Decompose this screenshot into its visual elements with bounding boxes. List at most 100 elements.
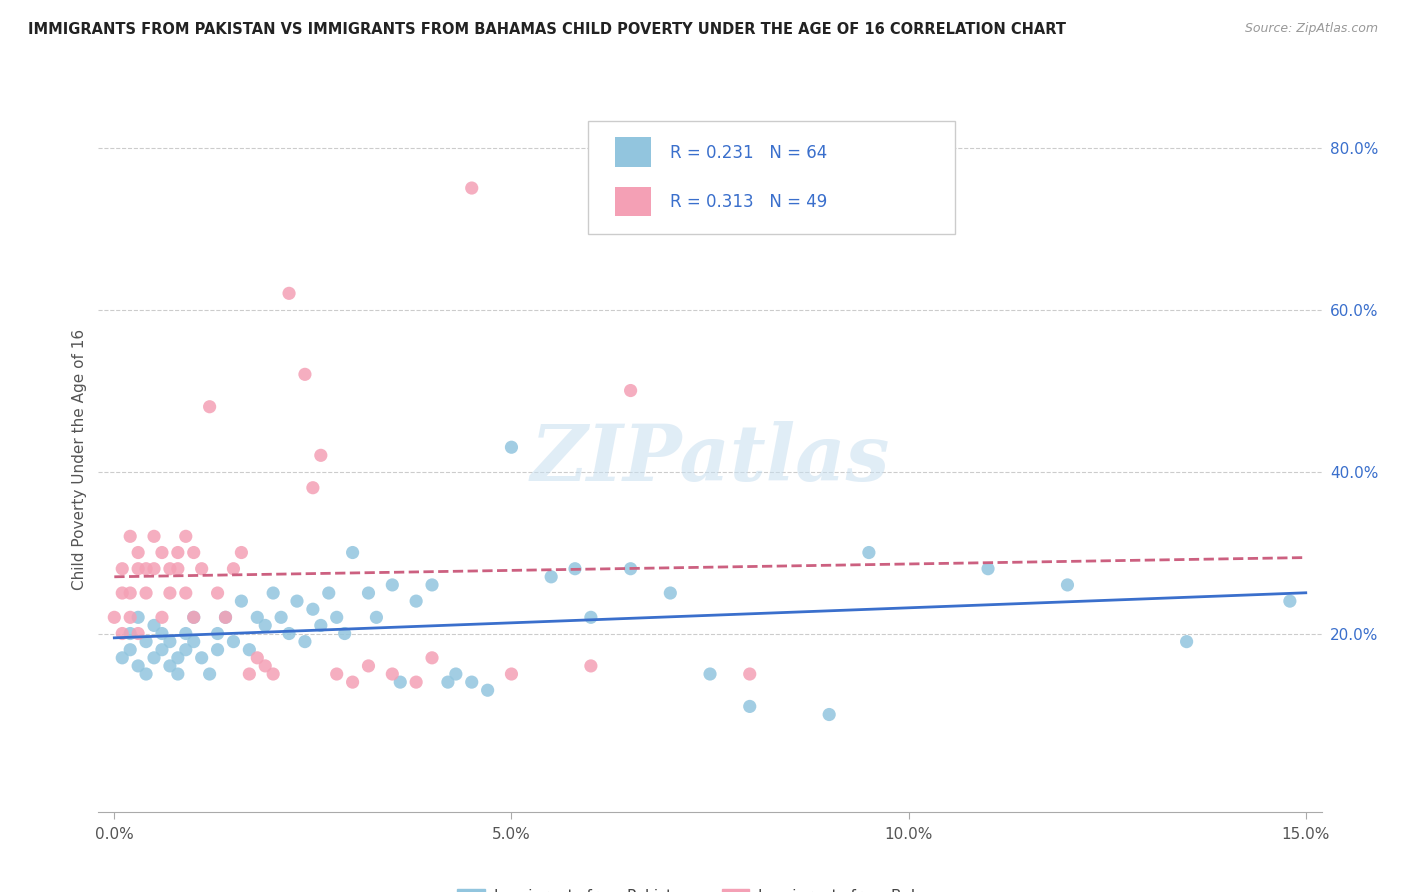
Point [659,586,682,600]
Point [738,699,761,714]
Point [150,545,173,559]
Point [461,181,484,195]
Point [246,610,269,624]
Point [166,650,188,665]
Point [501,667,523,681]
Point [579,610,602,624]
Point [238,642,260,657]
Point [238,667,260,681]
Point [143,650,166,665]
Point [231,545,253,559]
Point [143,562,166,576]
Point [120,529,142,543]
Point [420,578,443,592]
Point [159,634,181,648]
Point [166,562,188,576]
Point [420,650,443,665]
Point [254,659,277,673]
Point [150,610,173,624]
Point [135,562,157,576]
Point [190,650,212,665]
Point [302,481,325,495]
Point [174,586,197,600]
Point [366,610,388,624]
Point [270,610,292,624]
Point [302,602,325,616]
Point [977,562,1000,576]
Text: Source: ZipAtlas.com: Source: ZipAtlas.com [1244,22,1378,36]
FancyBboxPatch shape [614,186,651,216]
Point [262,667,284,681]
Point [127,562,149,576]
FancyBboxPatch shape [614,137,651,167]
Point [120,642,142,657]
Point [579,659,602,673]
Point [342,675,364,690]
Point [207,626,229,640]
Point [143,618,166,632]
Point [174,626,197,640]
Point [858,545,880,559]
Text: ZIPatlas: ZIPatlas [530,421,890,498]
Point [143,529,166,543]
Point [159,586,181,600]
Point [127,626,149,640]
Point [381,578,404,592]
Point [357,586,380,600]
Point [150,626,173,640]
Point [183,634,205,648]
Point [198,400,221,414]
Point [262,586,284,600]
Point [309,448,332,462]
Point [231,594,253,608]
Point [166,667,188,681]
Point [405,675,427,690]
Point [127,610,149,624]
Point [309,618,332,632]
Point [381,667,404,681]
Point [120,586,142,600]
Point [135,586,157,600]
Point [111,626,134,640]
Point [222,634,245,648]
Point [1278,594,1301,608]
Point [477,683,499,698]
Y-axis label: Child Poverty Under the Age of 16: Child Poverty Under the Age of 16 [72,329,87,590]
Point [207,586,229,600]
Point [357,659,380,673]
Point [183,610,205,624]
Point [127,545,149,559]
Point [1175,634,1198,648]
Point [174,642,197,657]
Point [437,675,460,690]
Point [159,562,181,576]
Point [103,610,125,624]
Point [738,667,761,681]
Point [318,586,340,600]
Point [135,667,157,681]
Point [127,659,149,673]
Point [183,610,205,624]
Point [294,634,316,648]
Point [389,675,412,690]
Point [278,286,301,301]
Point [444,667,467,681]
Legend: Immigrants from Pakistan, Immigrants from Bahamas: Immigrants from Pakistan, Immigrants fro… [451,883,969,892]
Point [120,610,142,624]
Point [620,562,643,576]
Point [183,545,205,559]
Point [135,634,157,648]
Point [1056,578,1078,592]
Point [620,384,643,398]
Text: R = 0.231   N = 64: R = 0.231 N = 64 [669,144,827,161]
Point [111,562,134,576]
Point [294,368,316,382]
Point [325,610,347,624]
Point [699,667,721,681]
FancyBboxPatch shape [588,121,955,234]
Point [461,675,484,690]
Point [166,545,188,559]
Point [325,667,347,681]
Point [333,626,356,640]
Point [190,562,212,576]
